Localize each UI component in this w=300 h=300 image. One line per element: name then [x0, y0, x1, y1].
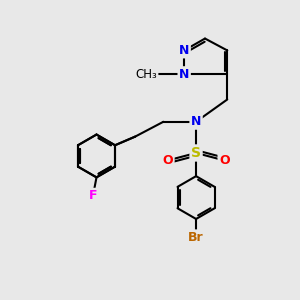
- Text: O: O: [219, 154, 230, 167]
- Text: N: N: [191, 115, 201, 128]
- Text: F: F: [89, 189, 98, 202]
- Text: N: N: [179, 68, 189, 81]
- Text: Br: Br: [188, 231, 204, 244]
- Text: N: N: [179, 44, 189, 57]
- Text: S: S: [191, 146, 201, 160]
- Text: O: O: [163, 154, 173, 167]
- Text: CH₃: CH₃: [136, 68, 158, 81]
